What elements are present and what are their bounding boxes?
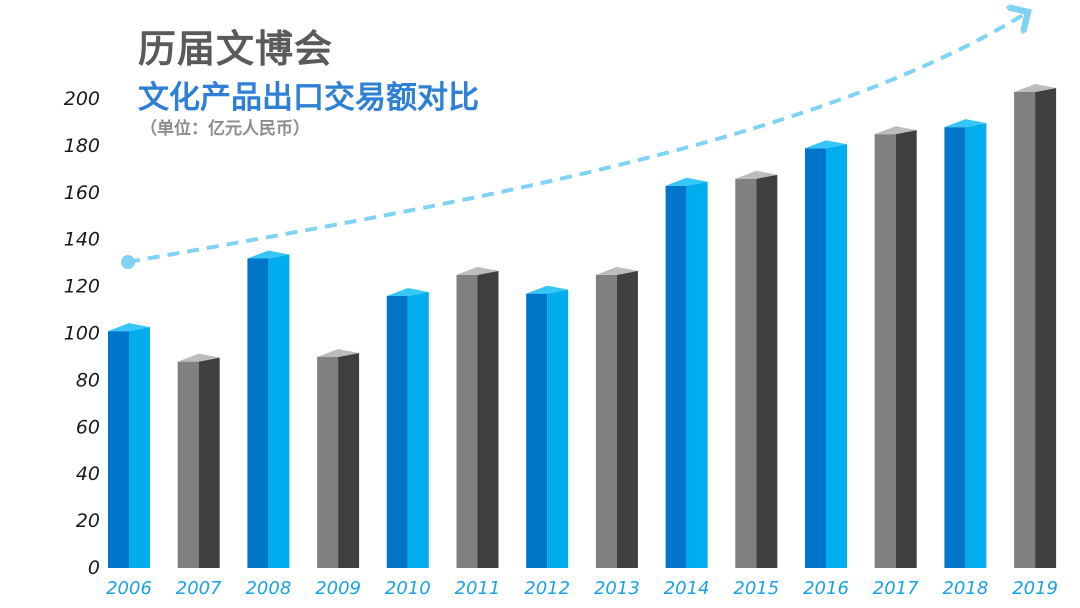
trend-start-dot [121, 255, 135, 269]
x-tick-label: 2013 [594, 578, 640, 599]
chart-subtitle: 文化产品出口交易额对比 [138, 80, 479, 116]
bar-side [338, 352, 360, 568]
bar-top [595, 266, 638, 275]
bar-2014 [665, 177, 708, 568]
y-tick-label: 40 [76, 463, 100, 485]
bar-top [456, 266, 499, 275]
y-tick-label: 20 [76, 510, 100, 532]
bar-2012 [526, 285, 569, 568]
x-tick-label: 2015 [733, 578, 779, 599]
bar-2017 [874, 126, 917, 569]
bar-front [944, 127, 966, 568]
bar-front [108, 331, 129, 568]
y-tick-label: 0 [88, 557, 100, 579]
bar-side [268, 254, 290, 568]
bar-top [177, 353, 220, 362]
bar-side [686, 181, 708, 568]
bar-front [317, 356, 339, 568]
x-tick-label: 2014 [664, 578, 710, 599]
bar-2007 [177, 353, 220, 568]
bar-2006 [108, 323, 150, 568]
y-tick-label: 100 [64, 323, 100, 345]
bar-side [407, 291, 429, 568]
bar-top [526, 285, 569, 294]
trend-arrow [121, 12, 1028, 269]
chart-unit-label: （单位：亿元人民币） [140, 119, 310, 139]
bar-front [735, 178, 757, 569]
bar-front [874, 134, 896, 569]
bar-front [1014, 91, 1036, 568]
x-tick-label: 2006 [106, 578, 152, 599]
bar-side [129, 327, 150, 568]
bar-front [526, 293, 548, 568]
bar-top [874, 126, 917, 135]
bar-side [477, 270, 499, 568]
bar-side [895, 130, 917, 569]
bar-top [317, 348, 360, 357]
bar-side [616, 270, 638, 568]
bar-side [198, 357, 220, 568]
bar-top [735, 170, 778, 179]
y-axis: 0 20 40 60 80 100 120 140 160 180 200 [64, 88, 100, 579]
bar-side [756, 174, 778, 569]
bar-side [1035, 87, 1057, 568]
bar-2019 [1014, 83, 1057, 568]
x-tick-label: 2010 [385, 578, 431, 599]
bar-top [108, 323, 150, 332]
x-tick-label: 2017 [873, 578, 919, 599]
bar-front [386, 295, 408, 568]
y-tick-label: 80 [76, 369, 100, 391]
bar-2016 [805, 140, 847, 568]
chart-title: 历届文博会 [138, 27, 334, 71]
bar-front [805, 148, 826, 568]
bar-2011 [456, 266, 499, 568]
bar-side [826, 144, 847, 568]
bar-front [665, 185, 687, 568]
bar-2010 [386, 287, 429, 568]
x-tick-label: 2009 [315, 578, 361, 599]
y-tick-label: 60 [76, 416, 100, 438]
x-tick-label: 2016 [803, 578, 849, 599]
y-tick-label: 160 [64, 182, 100, 204]
bar-top [944, 119, 987, 128]
bar-side [965, 123, 987, 568]
x-tick-label: 2011 [455, 578, 501, 599]
bar-side [547, 289, 569, 568]
bar-front [456, 274, 478, 568]
bar-2015 [735, 170, 778, 569]
bar-top [1014, 83, 1057, 92]
bar-top [247, 250, 290, 259]
bar-front [177, 361, 199, 568]
y-tick-label: 120 [64, 276, 100, 298]
y-tick-label: 140 [64, 229, 100, 251]
x-axis: 2006 2007 2008 2009 2010 2011 2012 2013 2014 2015… [106, 578, 1058, 599]
bar-2008 [247, 250, 290, 568]
bar-top [665, 177, 708, 186]
bar-top [386, 287, 429, 296]
bar-2013 [595, 266, 638, 568]
x-tick-label: 2018 [942, 578, 988, 599]
x-tick-label: 2008 [245, 578, 291, 599]
bars [108, 83, 1057, 569]
x-tick-label: 2007 [176, 578, 222, 599]
bar-front [247, 258, 269, 568]
bar-front [595, 274, 617, 568]
x-tick-label: 2019 [1012, 578, 1058, 599]
trend-line [127, 12, 1028, 264]
x-tick-label: 2012 [524, 578, 570, 599]
bar-top [805, 140, 847, 149]
bar-2009 [317, 348, 360, 568]
bar-2018 [944, 119, 987, 568]
y-tick-label: 200 [64, 88, 100, 110]
y-tick-label: 180 [64, 135, 100, 157]
